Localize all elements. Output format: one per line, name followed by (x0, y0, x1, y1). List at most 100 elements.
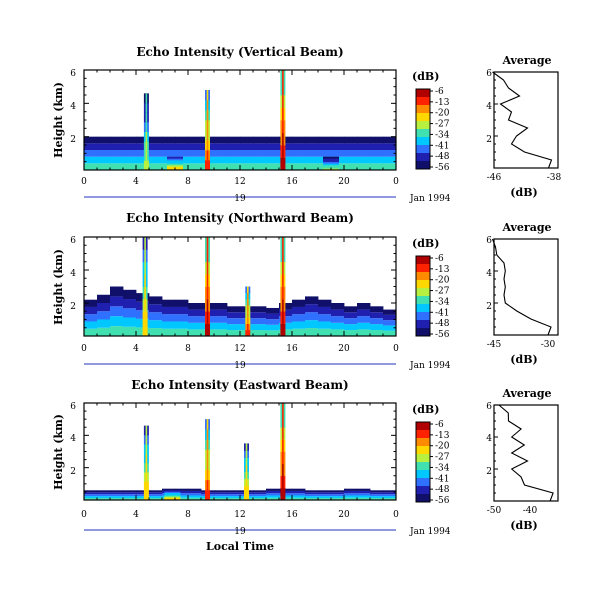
colorbar-swatch (416, 145, 430, 154)
x-tick-label: 0 (393, 510, 399, 520)
echo-cell (110, 306, 124, 317)
echo-cell (188, 329, 202, 336)
y-tick-label: 4 (70, 269, 76, 279)
heatmap-area (83, 236, 397, 337)
echo-cell (305, 496, 319, 499)
convective-core (145, 102, 148, 113)
profile-y-tick: 2 (486, 302, 492, 312)
echo-cell (383, 492, 397, 495)
echo-cell (175, 306, 189, 315)
echo-cell (84, 321, 98, 329)
echo-cell (214, 156, 228, 164)
echo-cell (344, 493, 358, 496)
echo-cell (266, 319, 280, 325)
convective-core (206, 130, 209, 141)
echo-cell (214, 498, 228, 500)
convective-core (245, 492, 248, 501)
echo-cell (123, 494, 137, 497)
colorbar-label: -27 (435, 287, 450, 297)
echo-cell (370, 324, 384, 331)
colorbar-swatch (416, 113, 430, 122)
colorbar-swatch (416, 97, 430, 106)
echo-cell (84, 163, 98, 170)
echo-cell (188, 495, 202, 498)
echo-cell (123, 490, 137, 493)
echo-cell (279, 329, 293, 336)
echo-cell (253, 143, 267, 150)
echo-cell (84, 498, 98, 500)
echo-cell (149, 320, 163, 329)
echo-cell (253, 306, 267, 313)
echo-cell (227, 136, 241, 144)
echo-cell (149, 163, 163, 170)
echo-cell (188, 156, 202, 164)
echo-cell (123, 289, 137, 300)
echo-cell (383, 490, 397, 493)
echo-cell (292, 163, 306, 170)
echo-cell (383, 314, 397, 321)
echo-cell (149, 312, 163, 321)
x-tick-label: 0 (81, 344, 87, 354)
echo-cell (175, 328, 189, 336)
echo-cell (331, 329, 345, 336)
convective-core (282, 475, 284, 489)
y-tick-label: 2 (70, 135, 76, 145)
echo-cell (188, 136, 202, 144)
colorbar-swatch (416, 256, 430, 265)
convective-core (206, 286, 209, 300)
echo-cell (97, 143, 111, 150)
colorbar-swatch (416, 264, 430, 273)
echo-cell (175, 495, 189, 498)
convective-core (245, 471, 248, 480)
colorbar-swatch (416, 296, 430, 305)
echo-cell (344, 488, 358, 491)
convective-core (282, 463, 284, 477)
echo-cell (162, 306, 176, 315)
echo-cell (123, 492, 137, 495)
colorbar-swatch (416, 161, 430, 170)
convective-core (282, 323, 284, 337)
echo-cell (97, 150, 111, 157)
average-profile (492, 71, 559, 169)
echo-cell (123, 156, 137, 164)
x-tick-label: 20 (338, 344, 350, 354)
echo-cell (331, 143, 345, 150)
echo-cell (383, 325, 397, 331)
echo-cell (344, 163, 358, 170)
colorbar-unit: (dB) (412, 403, 439, 416)
echo-cell (292, 306, 306, 315)
convective-cell (164, 493, 181, 496)
convective-core (145, 112, 148, 123)
echo-cell (84, 156, 98, 164)
profile-x-label: (dB) (510, 353, 537, 366)
profile-x-tick: -45 (487, 340, 502, 350)
convective-cell (164, 495, 181, 497)
echo-cell (279, 163, 293, 170)
echo-cell (357, 497, 371, 500)
convective-core (145, 150, 148, 161)
echo-cell (253, 324, 267, 331)
day-label: 19 (234, 361, 246, 371)
echo-cell (227, 306, 241, 313)
echo-cell (84, 494, 98, 497)
echo-cell (188, 150, 202, 157)
echo-cell (227, 163, 241, 170)
colorbar-label: -41 (435, 141, 450, 151)
colorbar-label: -56 (435, 330, 450, 340)
echo-cell (110, 316, 124, 327)
echo-cell (240, 143, 254, 150)
convective-core (145, 462, 148, 473)
colorbar-label: -20 (435, 442, 450, 452)
convective-core (206, 439, 209, 450)
y-tick-label: 6 (70, 236, 76, 246)
convective-core (206, 237, 209, 250)
echo-cell (214, 303, 228, 310)
colorbar-swatch (416, 272, 430, 281)
echo-cell (214, 496, 228, 499)
echo-cell (110, 496, 124, 499)
y-tick-label: 6 (70, 69, 76, 79)
profile-title: Average (501, 54, 551, 67)
x-tick-label: 4 (133, 510, 139, 520)
echo-cell (318, 492, 332, 495)
panel-title: Echo Intensity (Eastward Beam) (131, 378, 348, 392)
